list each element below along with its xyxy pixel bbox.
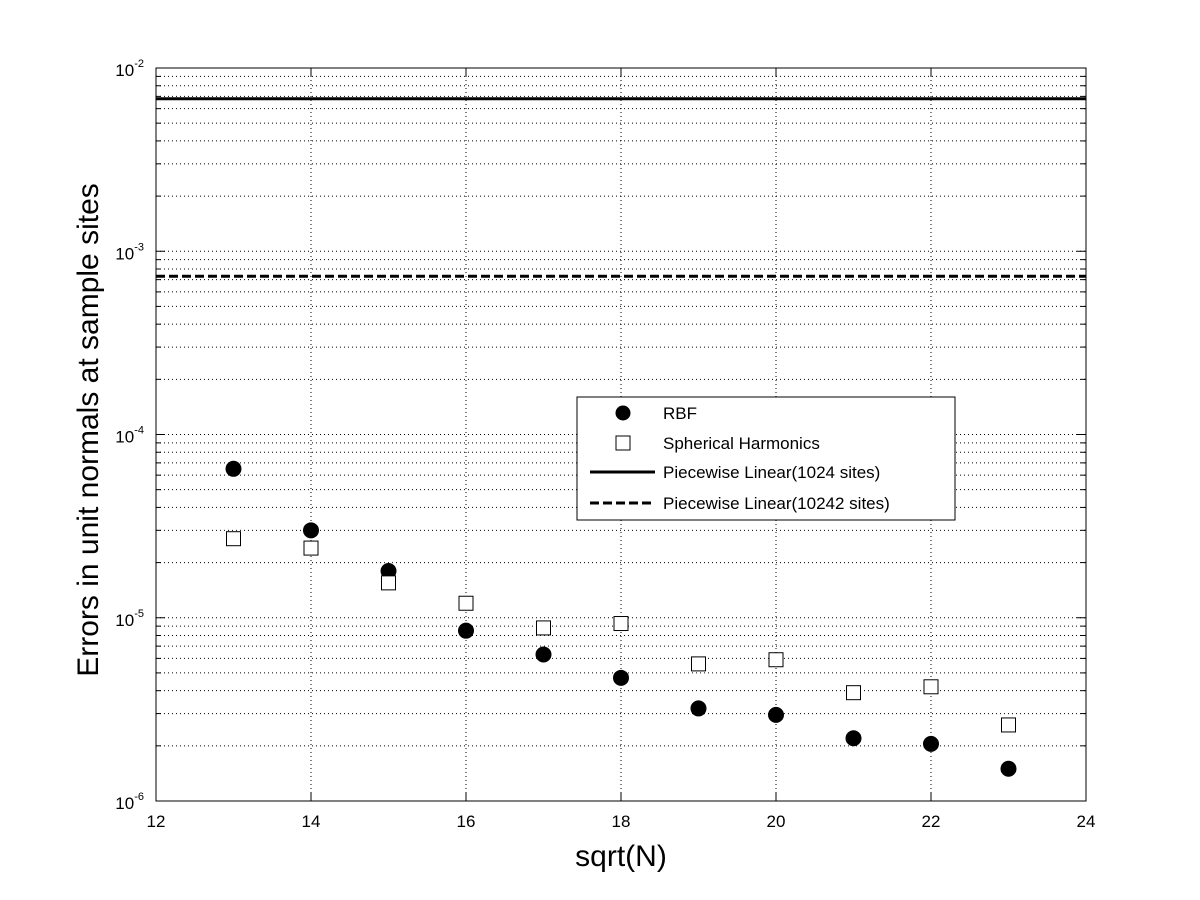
rbf-point <box>923 735 939 752</box>
spherical-harmonics-point <box>458 595 474 611</box>
legend-label: Piecewise Linear(1024 sites) <box>663 463 880 482</box>
legend-label: RBF <box>663 404 697 423</box>
series-1 <box>226 531 1016 733</box>
rbf-point <box>303 522 319 539</box>
x-tick-label: 24 <box>1077 812 1096 831</box>
y-axis-title: Errors in unit normals at sample sites <box>72 183 105 677</box>
y-tick-label: 10-6 <box>115 791 144 813</box>
x-tick-label: 14 <box>302 812 321 831</box>
spherical-harmonics-point <box>536 620 551 636</box>
y-tick-exponent: -4 <box>134 425 144 437</box>
axis-ticks <box>155 68 1087 802</box>
legend-label: Piecewise Linear(10242 sites) <box>663 494 890 513</box>
series-0 <box>225 460 1017 777</box>
rbf-point <box>535 646 552 663</box>
y-tick-label: 10-2 <box>115 58 144 80</box>
rbf-point <box>845 730 862 747</box>
legend-item: RBF <box>615 404 697 423</box>
x-tick-label: 18 <box>612 812 631 831</box>
rbf-point <box>458 622 474 639</box>
x-tick-label: 22 <box>922 812 941 831</box>
spherical-harmonics-point <box>613 616 629 632</box>
y-tick-label: 10-3 <box>115 241 144 263</box>
legend-marker-square <box>615 435 631 451</box>
spherical-harmonics-point <box>691 656 706 672</box>
legend-item: Piecewise Linear(10242 sites) <box>590 494 890 513</box>
y-tick-exponent: -3 <box>134 241 144 253</box>
spherical-harmonics-point <box>381 575 396 591</box>
rbf-point <box>613 669 629 686</box>
y-tick-base: 10 <box>115 61 134 80</box>
y-tick-base: 10 <box>115 244 134 263</box>
legend-marker-circle <box>615 405 631 421</box>
spherical-harmonics-point <box>303 540 319 556</box>
legend-item: Piecewise Linear(1024 sites) <box>590 463 880 482</box>
y-tick-base: 10 <box>115 794 134 813</box>
y-tick-exponent: -5 <box>134 608 144 620</box>
y-tick-base: 10 <box>115 428 134 447</box>
x-tick-label: 12 <box>147 812 166 831</box>
y-tick-exponent: -6 <box>134 791 144 803</box>
rbf-point <box>225 460 242 477</box>
legend-box <box>576 396 956 521</box>
y-tick-base: 10 <box>115 611 134 630</box>
legend-item: Spherical Harmonics <box>615 434 820 453</box>
rbf-point <box>768 706 784 723</box>
rbf-point <box>690 700 707 717</box>
y-tick-exponent: -2 <box>134 58 144 70</box>
spherical-harmonics-point <box>923 679 939 695</box>
y-tick-label: 10-4 <box>115 425 144 447</box>
legend-label: Spherical Harmonics <box>663 434 820 453</box>
spherical-harmonics-point <box>226 531 241 547</box>
x-tick-label: 16 <box>457 812 476 831</box>
spherical-harmonics-point <box>768 652 784 668</box>
spherical-harmonics-point <box>846 685 861 701</box>
legend: RBF Spherical Harmonics Piecewise Linear(1… <box>576 396 956 521</box>
series-layer <box>156 97 1086 777</box>
x-axis-title: sqrt(N) <box>575 840 667 873</box>
rbf-point <box>1000 760 1017 777</box>
y-tick-label: 10-5 <box>115 608 144 630</box>
spherical-harmonics-point <box>1001 717 1016 733</box>
x-tick-label: 20 <box>767 812 786 831</box>
